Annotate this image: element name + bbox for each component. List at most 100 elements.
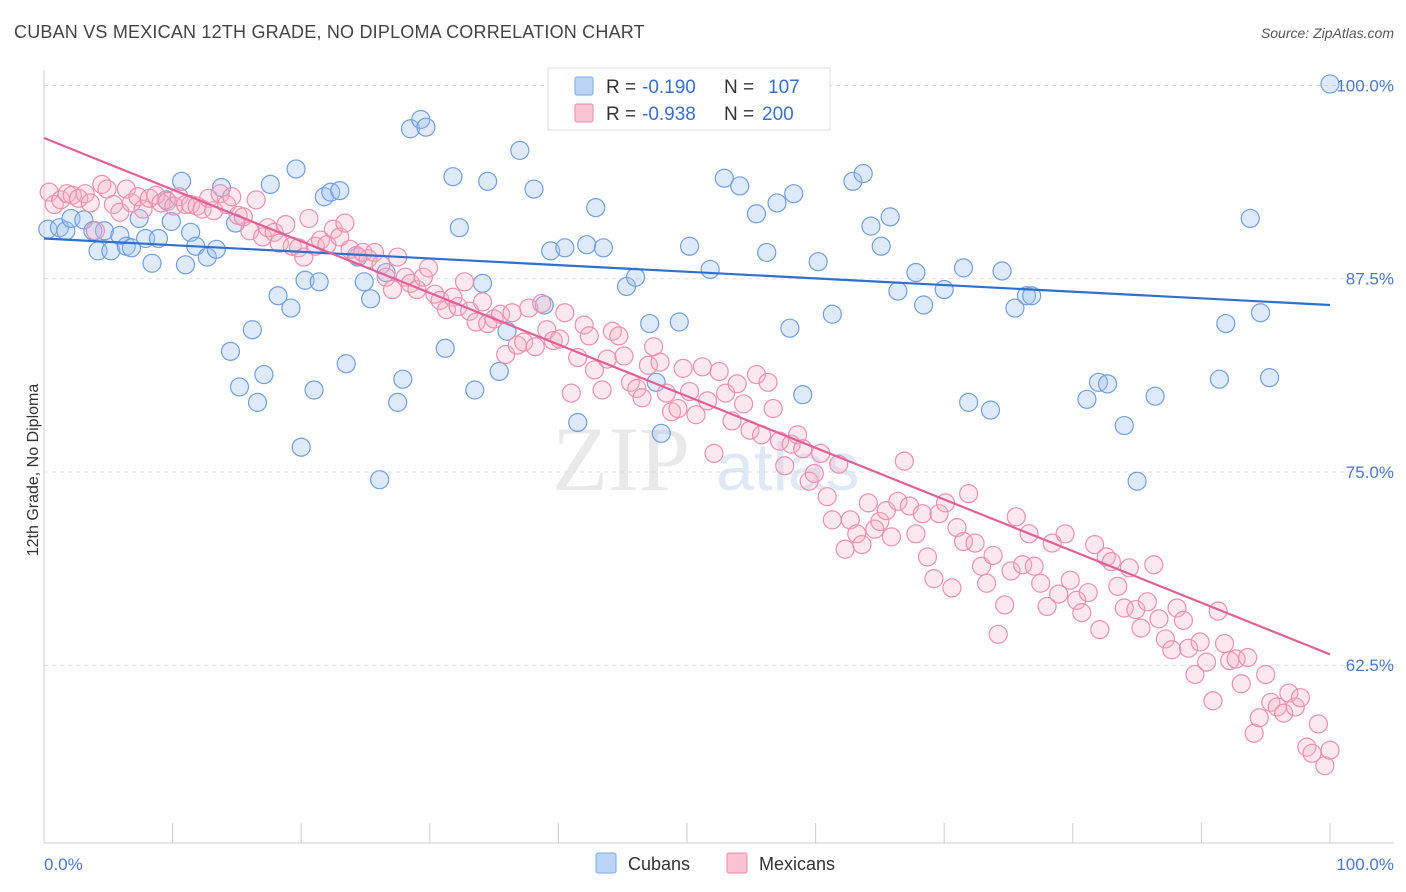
mexican-point	[847, 524, 867, 544]
x-tick-label-max: 100.0%	[1336, 855, 1394, 874]
cuban-point	[110, 225, 130, 246]
mexican-point	[692, 357, 713, 377]
chart-source: Source: ZipAtlas.com	[1261, 25, 1394, 41]
cuban-point	[541, 241, 561, 261]
cuban-point	[914, 295, 934, 315]
cuban-point	[260, 174, 280, 195]
mexican-point	[1001, 561, 1021, 581]
cuban-point	[142, 253, 162, 273]
cuban-point	[767, 193, 787, 213]
cuban-point	[640, 313, 660, 334]
mexicans-trend-line	[43, 137, 1331, 656]
mexican-point	[650, 352, 670, 372]
mexican-point	[1155, 629, 1175, 649]
mexican-point	[1149, 609, 1169, 629]
mexican-point	[673, 358, 693, 378]
mexican-point	[525, 337, 545, 357]
cuban-point	[354, 272, 374, 292]
legend-n-value-cubans: 107	[768, 77, 800, 98]
mexican-point	[1137, 592, 1157, 612]
mexican-point	[1173, 610, 1193, 630]
cuban-point	[510, 140, 530, 160]
cuban-point	[465, 380, 485, 400]
chart-title: CUBAN VS MEXICAN 12TH GRADE, NO DIPLOMA …	[14, 22, 645, 42]
mexican-point	[233, 207, 253, 227]
mexican-point	[1037, 596, 1057, 617]
cuban-point	[472, 273, 493, 293]
mexican-point	[888, 491, 908, 511]
mexican-point	[1031, 573, 1051, 593]
mexican-point	[840, 510, 860, 530]
mexican-point	[418, 258, 439, 278]
cuban-point	[1216, 313, 1236, 334]
mexican-point	[942, 578, 962, 598]
cuban-point	[393, 369, 413, 389]
mexican-point	[1238, 647, 1258, 668]
watermark-zip: ZIP	[552, 408, 690, 510]
mexican-point	[443, 287, 463, 307]
mexican-point	[1108, 576, 1128, 596]
mexican-point	[1090, 620, 1110, 640]
cuban-point	[780, 318, 800, 338]
cuban-point	[435, 338, 455, 358]
mexican-point	[1144, 555, 1164, 575]
mexican-point	[965, 533, 985, 553]
mexican-point	[502, 303, 522, 323]
mexican-point	[1060, 570, 1080, 590]
mexican-point	[592, 380, 612, 400]
mexican-point	[1231, 674, 1251, 694]
mexican-point	[686, 405, 706, 425]
cuban-point	[291, 437, 311, 457]
mexican-point	[881, 527, 902, 547]
mexican-point	[627, 378, 647, 399]
mexican-point	[912, 504, 932, 524]
mexican-point	[632, 388, 652, 408]
mexican-point	[822, 510, 842, 530]
mexican-point	[579, 326, 599, 346]
mexican-point	[413, 267, 433, 287]
cuban-point	[568, 412, 588, 433]
bottom-legend-label-mexicans: Mexicans	[759, 854, 835, 874]
legend-r-label-mexicans: R =	[606, 104, 636, 125]
mexican-point	[977, 573, 997, 593]
mexican-point	[472, 292, 493, 312]
y-tick-label: 75.0%	[1346, 463, 1394, 482]
mexican-point	[1055, 524, 1075, 544]
mexican-point	[1085, 535, 1105, 555]
cuban-point	[992, 261, 1012, 281]
mexican-point	[1072, 603, 1092, 623]
mexican-point	[1162, 640, 1182, 660]
legend-r-value-mexicans: -0.938	[642, 104, 696, 125]
cuban-point	[416, 117, 436, 137]
mexican-point	[584, 360, 605, 380]
cuban-point	[478, 171, 498, 191]
bottom-legend-swatch-mexicans	[726, 852, 748, 874]
mexicans-points	[39, 174, 1340, 776]
mexican-point	[638, 355, 659, 375]
y-tick-label: 62.5%	[1346, 656, 1394, 675]
mexican-point	[852, 535, 872, 555]
mexican-point	[727, 374, 747, 394]
y-tick-label: 87.5%	[1346, 270, 1394, 289]
mexican-point	[382, 279, 403, 300]
cuban-point	[555, 238, 575, 258]
cuban-point	[714, 168, 734, 188]
mexican-point	[1196, 652, 1217, 672]
cuban-point	[980, 400, 1001, 420]
cuban-point	[746, 204, 767, 224]
stats-legend: R = -0.190 N = 107 R = -0.938 N = 200	[547, 67, 831, 131]
mexican-point	[947, 518, 967, 538]
cuban-point	[443, 167, 463, 187]
cuban-point	[784, 184, 804, 204]
mexican-point	[519, 298, 539, 318]
mexican-point	[133, 199, 153, 219]
y-tick-labels: 62.5% 75.0% 87.5% 100.0%	[1336, 76, 1394, 675]
mexican-point	[514, 332, 534, 352]
cuban-point	[700, 259, 720, 280]
mexican-point	[181, 194, 201, 215]
cuban-point	[206, 239, 226, 259]
mexican-point	[537, 320, 557, 340]
cuban-point	[1240, 208, 1260, 229]
cuban-point	[175, 255, 196, 275]
